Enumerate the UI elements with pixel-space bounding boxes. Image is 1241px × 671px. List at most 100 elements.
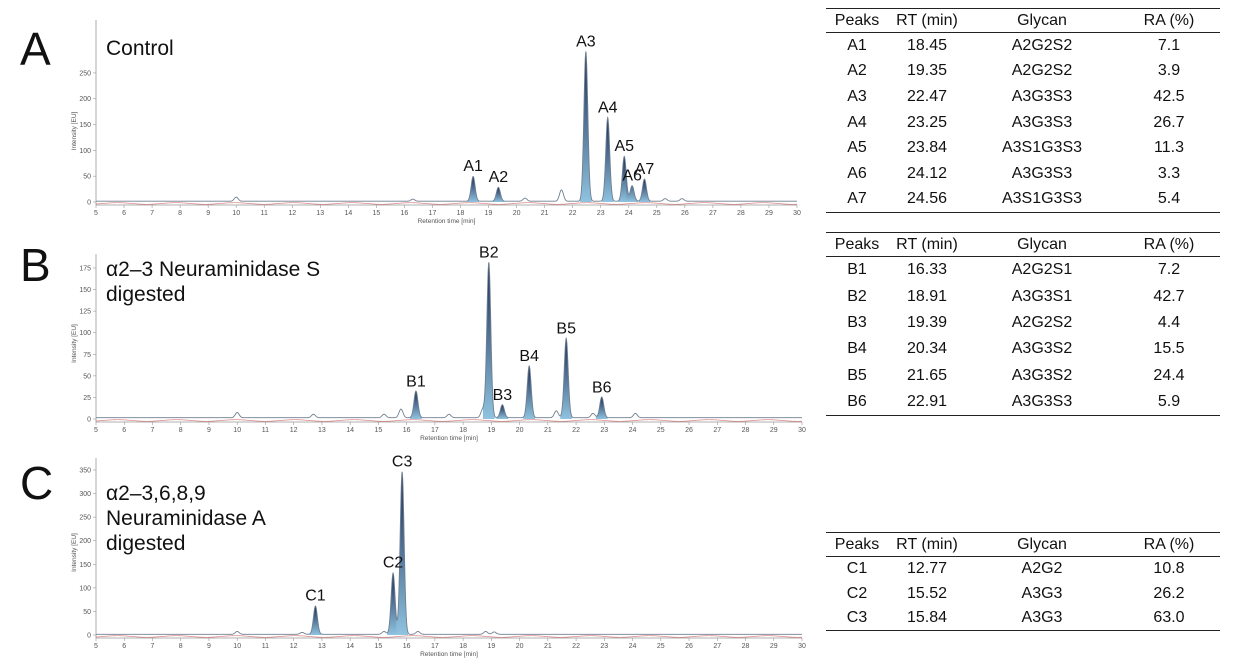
peak-label: A7 [635, 161, 655, 178]
table-cell: 15.52 [906, 584, 948, 602]
table-cell: B5 [847, 366, 867, 384]
x-tick-label: 27 [709, 210, 717, 217]
panel-b-title-line: α2–3 Neuraminidase S [106, 258, 321, 281]
y-tick-label: 0 [87, 200, 91, 207]
reference-trace [95, 419, 803, 422]
chromatogram-trace [96, 262, 802, 419]
table-row: A7 24.56 A3S1G3S3 5.4 [826, 186, 1220, 214]
x-tick-label: 27 [713, 643, 721, 650]
peak-label: C2 [383, 555, 404, 572]
table-cell: 24.4 [1153, 366, 1185, 384]
table-cell: 12.77 [906, 560, 948, 578]
table-header-cell: RA (%) [1118, 532, 1220, 557]
table-header-cell: Glycan [966, 532, 1118, 557]
x-tick-label: 14 [346, 427, 354, 434]
table-row: A1 18.45 A2G2S2 7.1 [826, 33, 1220, 59]
y-tick-label: 200 [79, 96, 91, 103]
y-tick-label: 100 [79, 148, 91, 155]
x-tick-label: 22 [572, 427, 580, 434]
table-cell: A2G2S1 [1011, 261, 1073, 279]
x-tick-label: 16 [403, 427, 411, 434]
table-cell: 16.33 [906, 261, 948, 279]
y-tick-label: 25 [83, 395, 91, 402]
x-tick-label: 20 [516, 643, 524, 650]
y-axis-title: Intensity [EU] [71, 533, 78, 572]
table-header-cell: Peaks [826, 232, 888, 257]
x-tick-label: 25 [657, 643, 665, 650]
table-cell: A1 [847, 36, 867, 54]
table-cell: 42.7 [1153, 287, 1185, 305]
x-tick-label: 24 [629, 427, 637, 434]
table-cell: 19.35 [906, 62, 948, 80]
x-tick-label: 29 [765, 210, 773, 217]
peak-table-b: Peaks RT (min) Glycan RA (%) B1 16.33 A2G2S1 7.… [826, 232, 1220, 417]
y-tick-label: 150 [79, 287, 91, 294]
peak-label: A2 [489, 169, 509, 186]
x-tick-label: 7 [151, 427, 155, 434]
table-row: B6 22.91 A3G3S3 5.9 [826, 388, 1220, 417]
y-tick-label: 50 [83, 609, 91, 616]
x-tick-label: 12 [290, 643, 298, 650]
table-cell: A3G3S1 [1011, 287, 1073, 305]
x-tick-label: 28 [742, 427, 750, 434]
peak-label: C3 [392, 453, 413, 470]
x-tick-label: 30 [798, 643, 806, 650]
reference-trace [95, 635, 803, 638]
y-tick-label: 0 [87, 417, 91, 424]
x-tick-label: 10 [233, 427, 241, 434]
panel-letter-a: A [20, 23, 51, 75]
x-tick-label: 8 [179, 643, 183, 650]
x-tick-label: 17 [431, 643, 439, 650]
table-cell: B2 [847, 287, 867, 305]
panel-c-title: α2–3,6,8,9 Neuraminidase A digested [106, 481, 266, 556]
y-tick-label: 250 [79, 515, 91, 522]
x-tick-label: 26 [685, 643, 693, 650]
x-tick-label: 19 [485, 210, 493, 217]
x-tick-label: 21 [544, 427, 552, 434]
table-cell: 23.25 [906, 113, 948, 131]
table-cell: A3S1G3S3 [1001, 139, 1083, 157]
table-cell: 3.9 [1157, 62, 1181, 80]
panel-b-title-line: digested [106, 283, 186, 306]
table-row: A6 24.12 A3G3S3 3.3 [826, 161, 1220, 187]
x-tick-label: 14 [346, 643, 354, 650]
peak-label: A3 [576, 33, 596, 50]
x-tick-label: 10 [232, 210, 240, 217]
x-axis-title: Retention time [min] [418, 218, 476, 225]
table-cell: 10.8 [1153, 560, 1185, 578]
x-axis-title: Retention time [min] [420, 651, 478, 658]
table-cell: 4.4 [1157, 313, 1181, 331]
x-tick-label: 13 [316, 210, 324, 217]
x-tick-label: 19 [487, 643, 495, 650]
peak-b6 [595, 397, 608, 419]
table-cell: A7 [826, 186, 888, 214]
peak-table-c: Peaks RT (min) Glycan RA (%) C1 12.77 A2G2 10.8… [826, 532, 1220, 632]
table-cell: B6 [826, 388, 888, 417]
x-tick-label: 20 [516, 427, 524, 434]
x-tick-label: 12 [288, 210, 296, 217]
table-cell: 21.65 [906, 366, 948, 384]
panel-letter-c: C [20, 457, 54, 509]
x-tick-label: 16 [401, 210, 409, 217]
table-row: C3 15.84 A3G3 63.0 [826, 605, 1220, 632]
table-cell: A2G2 [1021, 560, 1063, 578]
table-cell: A3G3S3 [1011, 164, 1073, 182]
x-tick-label: 18 [459, 427, 467, 434]
x-tick-label: 13 [318, 643, 326, 650]
x-tick-label: 21 [541, 210, 549, 217]
peak-label: B4 [519, 348, 539, 365]
table-cell: B1 [847, 261, 867, 279]
panel-c-title-line: digested [106, 532, 186, 555]
table-cell: A3G3 [966, 605, 1118, 632]
table-cell: 15.5 [1153, 340, 1185, 358]
x-tick-label: 18 [457, 210, 465, 217]
table-cell: A3G3S3 [966, 388, 1118, 417]
table-cell: 24.12 [906, 164, 948, 182]
table-cell: 42.5 [1153, 87, 1185, 105]
table-cell: A3G3 [1021, 584, 1063, 602]
table-header-cell: Glycan [966, 232, 1118, 257]
table-header-cell: Peaks [826, 532, 888, 557]
table-cell: A2 [847, 62, 867, 80]
table-row: B5 21.65 A3G3S2 24.4 [826, 363, 1220, 389]
table-cell: 18.45 [906, 36, 948, 54]
